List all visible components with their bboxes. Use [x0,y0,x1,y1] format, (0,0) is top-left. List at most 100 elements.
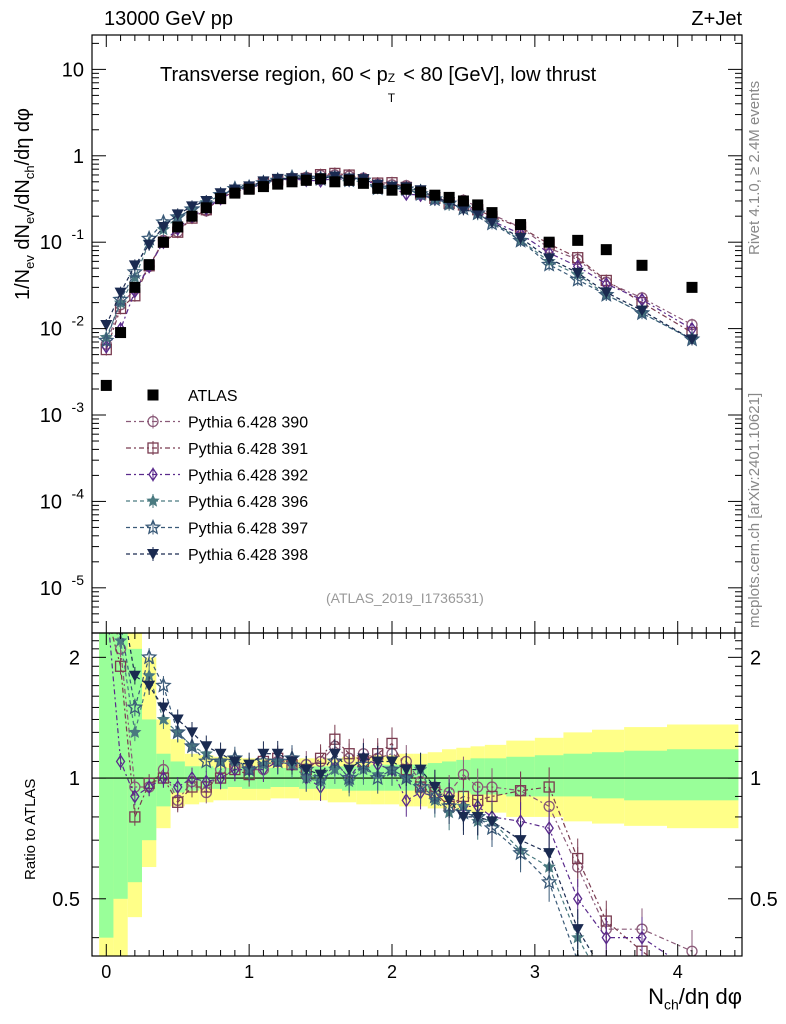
ratio-band-green-bin [270,767,285,787]
ratio-point-p398 [600,972,612,983]
ratio-point-p397 [600,981,613,994]
legend-label-ATLAS: ATLAS [188,388,238,405]
ratio-point-p398 [257,748,270,760]
legend-label-p390: Pythia 6.428 390 [188,415,308,432]
ratio-point-p398 [171,714,184,726]
ratio-point-p397 [635,993,648,1006]
data-point-p397 [97,331,115,348]
data-point-ATLAS [415,186,427,198]
ratio-point-p396 [100,548,113,561]
title-post: < 80 [GeV], low thrust [397,64,597,86]
data-point-p398 [157,221,170,233]
y-tick-exponent: -3 [72,399,85,415]
ratio-point-p391 [172,796,184,808]
ratio-point-p397 [540,873,558,890]
data-point-ATLAS [200,202,212,214]
data-point-ATLAS [343,174,355,186]
ratio-point-p398 [400,764,413,776]
data-point-ATLAS [215,193,227,205]
data-point-p398 [171,209,184,221]
x-tick-label-2: 2 [387,962,397,982]
data-point-ATLAS [315,173,327,185]
data-point-p398 [143,239,156,251]
ratio-point-p398 [386,756,398,768]
y-tick-label: 1 [73,146,84,168]
ratio-point-p398 [343,764,356,776]
legend-label-p391: Pythia 6.428 391 [188,441,308,458]
ratio-tick-label-left: 1 [69,768,80,790]
y-tick-label: 10 [62,59,84,81]
ratio-point-p398 [428,781,441,793]
series-line-p391 [105,172,693,350]
data-point-ATLAS [229,187,241,199]
ratio-tick-label-left: 2 [69,647,80,669]
ratio-point-p391 [572,852,584,865]
ratio-point-p398 [471,811,484,823]
legend-marker-p391 [147,442,159,454]
ratio-point-p397 [369,769,387,786]
ratio-point-p398 [414,764,427,776]
x-tick-label-1: 1 [244,962,254,982]
x-tick-label-0: 0 [101,962,111,982]
data-point-ATLAS [186,210,198,222]
ratio-point-p390 [101,582,111,592]
ratio-point-p392 [115,754,126,769]
ratio-point-p398 [371,756,384,768]
ratio-point-p390 [686,945,698,956]
data-point-ATLAS [572,234,584,246]
ratio-line-p392 [108,633,671,956]
header-right-label: Z+Jet [691,8,742,30]
y-tick-label: 10 [40,319,62,341]
ratio-point-p392 [130,789,140,804]
data-point-ATLAS [443,191,455,203]
title-sub: T [387,91,396,105]
data-point-ATLAS [157,236,169,248]
ratio-point-p397 [183,737,201,754]
data-point-ATLAS [172,221,184,233]
data-point-p398 [686,334,698,346]
ratio-tick-label-right: 2 [750,647,761,669]
ratio-point-p392 [230,762,240,777]
ratio-point-p397 [140,648,158,665]
data-point-ATLAS [472,199,484,211]
main-plot-frame [91,34,743,634]
ratio-point-p396 [142,668,156,682]
data-point-p397 [112,290,129,307]
ratio-point-p398 [686,1015,698,1024]
ratio-point-p392 [572,891,583,906]
data-point-p398 [200,195,213,207]
legend-label-p392: Pythia 6.428 392 [188,468,308,485]
ratio-point-p398 [143,680,156,692]
data-point-ATLAS [286,176,298,188]
data-point-p398 [457,204,470,216]
ratio-point-p398 [328,748,341,760]
series-line-p398 [105,175,693,340]
ratio-line-p398 [126,633,595,956]
title-pre: Transverse region, 60 < p [160,64,388,86]
data-point-ATLAS [329,176,341,188]
ratio-point-p398 [243,759,256,771]
ratio-point-p398 [200,741,213,753]
ratio-point-p396 [635,993,648,1006]
data-point-ATLAS [129,281,141,293]
data-point-ATLAS [686,281,698,293]
ratio-point-p397 [197,752,215,769]
ratio-point-p392 [158,770,169,786]
data-point-ATLAS [115,327,127,339]
title-sup: Z [387,71,396,85]
ratio-point-p392 [172,779,183,795]
ratio-plot-frame [91,632,743,957]
ratio-point-p398 [543,848,556,860]
ratio-tick-label-left: 0.5 [52,889,80,911]
ratio-point-p397 [155,676,172,693]
ratio-point-p398 [300,764,313,776]
data-point-p398 [186,201,198,213]
ratio-point-p396 [600,981,613,994]
legend-marker-p396 [146,494,160,507]
ratio-point-p391 [114,660,127,672]
ratio-tick-label-right: 1 [750,768,761,790]
ratio-point-p392 [688,965,696,977]
legend-marker-p398 [147,549,159,560]
ratio-band-green-bin [484,758,507,795]
